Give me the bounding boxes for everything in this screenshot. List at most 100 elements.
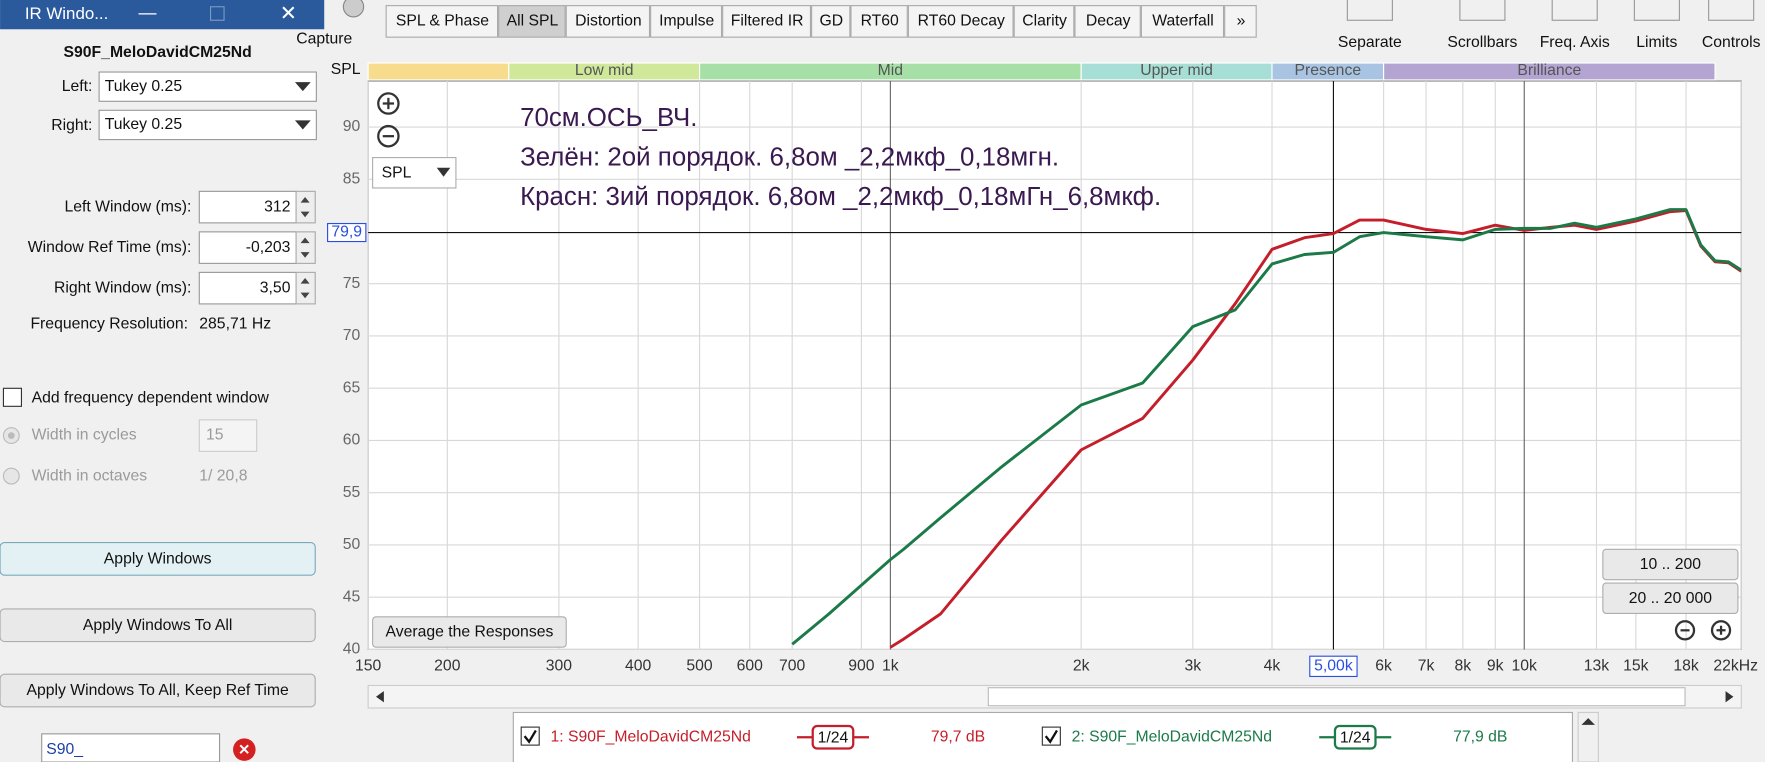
legend-smoothing: 1/24 <box>818 730 849 747</box>
search-box[interactable] <box>41 733 221 762</box>
field-label: Window Ref Time (ms): <box>28 239 192 256</box>
checkbox[interactable] <box>2 387 23 407</box>
field-value: 3,50 <box>260 279 291 296</box>
field-input[interactable] <box>198 231 297 264</box>
x-tick-label: 18k <box>1673 657 1699 674</box>
legend-level: 79,7 dB <box>931 728 985 745</box>
tab[interactable] <box>498 5 566 38</box>
x-tick-label: 150 <box>355 657 382 674</box>
zoom-in[interactable] <box>377 92 400 115</box>
freq-dep-label: Add frequency dependent window <box>32 390 270 407</box>
tab[interactable] <box>850 5 908 38</box>
spl-selector-text: SPL <box>382 164 412 181</box>
tab-label: Clarity <box>1022 13 1067 30</box>
tab-label: SPL & Phase <box>396 13 489 30</box>
cycles-label: Width in cycles <box>32 427 137 444</box>
tab[interactable] <box>1074 5 1141 38</box>
capture-icon[interactable] <box>342 0 365 18</box>
tool-icon[interactable] <box>1551 0 1598 21</box>
band-label: Mid <box>878 62 903 79</box>
tool-icon[interactable] <box>1708 0 1755 21</box>
curves <box>791 208 1742 649</box>
tab[interactable] <box>650 5 723 38</box>
field-input[interactable] <box>198 271 297 305</box>
range-button[interactable] <box>1602 548 1739 581</box>
tool-icon[interactable] <box>1633 0 1680 21</box>
tool-icon[interactable] <box>1459 0 1506 21</box>
tab[interactable] <box>1224 5 1257 38</box>
legend-checkbox[interactable] <box>520 726 540 746</box>
tab-label: GD <box>819 13 843 30</box>
title-bar <box>0 0 325 30</box>
apply-button[interactable] <box>0 608 316 643</box>
tab[interactable] <box>1013 5 1075 38</box>
range-button-text: 20 .. 20 000 <box>1629 590 1712 607</box>
x-tick-label: 600 <box>737 657 764 674</box>
spinner[interactable] <box>295 271 316 305</box>
band-label: Brilliance <box>1517 62 1581 79</box>
legend-smoothing-box <box>1333 724 1377 750</box>
y-tick-label: 70 <box>343 327 361 344</box>
tab-label: Impulse <box>659 13 714 30</box>
range-button[interactable] <box>1602 582 1739 614</box>
apply-button[interactable] <box>0 541 316 576</box>
tab[interactable] <box>722 5 812 38</box>
search-text: S90_ <box>46 741 83 758</box>
y-tick-label: 40 <box>343 641 361 658</box>
y-tick-label: 45 <box>343 588 361 605</box>
x-tick-label: 900 <box>848 657 875 674</box>
zoom-out[interactable] <box>377 124 400 148</box>
annotation: Зелён: 2ой порядок. 6,8ом _2,2мкф_0,18мг… <box>520 144 1059 172</box>
band-label: Upper mid <box>1140 62 1213 79</box>
tab-label: All SPL <box>507 13 559 30</box>
measurement-name: S90F_MeloDavidCM25Nd <box>64 44 252 61</box>
average-button[interactable] <box>372 616 567 648</box>
y-tick-label: 85 <box>343 170 361 187</box>
radio[interactable] <box>2 467 20 485</box>
zoom-in[interactable] <box>1710 620 1732 641</box>
cursor-y-label: 79,9 <box>331 224 362 241</box>
tab[interactable] <box>1140 5 1225 38</box>
apply-button-text: Apply Windows <box>104 551 212 568</box>
spinner-arrows <box>300 196 310 218</box>
x-tick-label: 300 <box>546 657 573 674</box>
field-label: Right Window (ms): <box>54 279 191 296</box>
spinner-arrows <box>300 237 310 258</box>
close[interactable]: ✕ <box>280 3 297 25</box>
scroll-thumb[interactable] <box>987 687 1686 707</box>
spinner[interactable] <box>295 190 316 224</box>
cycles-value: 15 <box>206 427 224 444</box>
field-value: 312 <box>264 198 290 215</box>
tab[interactable] <box>385 5 499 38</box>
field-value: -0,203 <box>246 239 291 256</box>
zoom-in-icon <box>382 97 395 110</box>
tab[interactable] <box>907 5 1014 38</box>
tab[interactable] <box>811 5 851 38</box>
tool-label: Freq. Axis <box>1540 34 1610 51</box>
right-combo[interactable] <box>98 109 317 141</box>
legend-check <box>1044 729 1058 744</box>
x-tick-label: 4k <box>1264 657 1281 674</box>
x-tick-label: 400 <box>625 657 652 674</box>
legend-checkbox[interactable] <box>1041 726 1061 746</box>
apply-button-text: Apply Windows To All <box>83 617 232 634</box>
y-axis-label: SPL <box>331 61 361 78</box>
octaves-value: 1/ 20,8 <box>199 467 247 484</box>
combo-arrow <box>436 167 451 177</box>
combo-arrow <box>294 120 311 130</box>
maximize[interactable] <box>209 6 225 21</box>
clear-search[interactable] <box>233 738 256 761</box>
x-tick-label: 3k <box>1184 657 1201 674</box>
apply-button[interactable] <box>0 673 316 708</box>
zoom-out[interactable] <box>1674 620 1696 641</box>
x-tick-label: 22kHz <box>1713 657 1758 674</box>
spinner[interactable] <box>295 231 316 264</box>
tool-icon[interactable] <box>1346 0 1393 21</box>
cursor-x-label: 5,00k <box>1314 657 1353 674</box>
left-combo[interactable] <box>98 71 317 102</box>
cursor-y-box <box>327 222 367 243</box>
cycles-input[interactable] <box>198 419 258 452</box>
tab[interactable] <box>565 5 651 38</box>
legend-name: 1: S90F_MeloDavidCM25Nd <box>550 728 750 745</box>
minimize[interactable]: — <box>139 2 157 22</box>
